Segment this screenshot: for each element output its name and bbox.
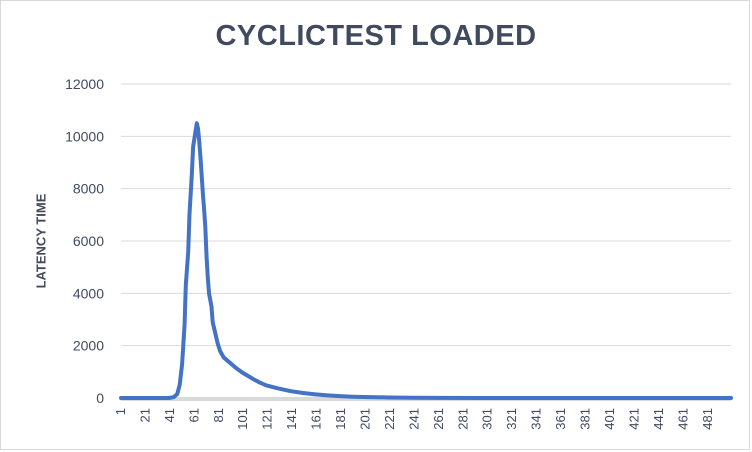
x-tick-label: 141	[284, 408, 299, 430]
x-tick-label: 281	[455, 408, 470, 430]
x-tick-label: 261	[431, 408, 446, 430]
x-tick-label: 441	[651, 408, 666, 430]
y-tick-label: 2000	[73, 338, 104, 354]
series-line-0	[119, 121, 733, 400]
x-tick-label: 21	[137, 408, 152, 422]
x-tick-label: 461	[675, 408, 690, 430]
x-tick-label: 161	[309, 408, 324, 430]
x-tick-label: 301	[480, 408, 495, 430]
x-tick-label: 101	[235, 408, 250, 430]
y-tick-label: 8000	[73, 181, 104, 197]
x-tick-label: 241	[406, 408, 421, 430]
x-tick-label: 361	[553, 408, 568, 430]
x-tick-label: 341	[529, 408, 544, 430]
x-tick-label: 481	[700, 408, 715, 430]
x-tick-label: 121	[260, 408, 275, 430]
y-tick-label: 0	[96, 390, 104, 406]
x-tick-label: 61	[186, 408, 201, 422]
x-tick-label: 381	[578, 408, 593, 430]
y-tick-label: 10000	[65, 128, 104, 144]
x-tick-label: 401	[602, 408, 617, 430]
x-tick-label: 41	[162, 408, 177, 422]
y-tick-label: 4000	[73, 285, 104, 301]
chart-title: CYCLICTEST LOADED	[215, 20, 537, 52]
x-tick-label: 1	[113, 408, 128, 415]
x-tick-label: 421	[626, 408, 641, 430]
y-tick-label: 12000	[65, 76, 104, 92]
x-tick-label: 201	[357, 408, 372, 430]
x-tick-label: 81	[211, 408, 226, 422]
x-tick-label: 221	[382, 408, 397, 430]
x-tick-label: 321	[504, 408, 519, 430]
x-tick-label: 181	[333, 408, 348, 430]
y-tick-label: 6000	[73, 233, 104, 249]
